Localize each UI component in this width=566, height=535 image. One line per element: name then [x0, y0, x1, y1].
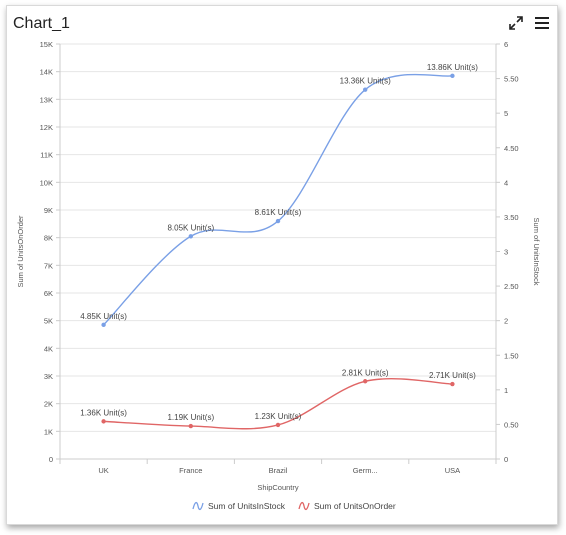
series-line — [103, 378, 453, 430]
data-label: 1.23K Unit(s) — [255, 412, 302, 421]
y-tick-label: 11K — [40, 151, 53, 160]
chart-card: Chart_1 0 1K 2K 3K 4K 5K 6K 7K 8K 9K 10K 11K 12K 13K 1… — [6, 5, 558, 525]
x-tick-label: UK — [98, 466, 108, 475]
y-tick-label: 5K — [44, 317, 53, 326]
y-tick-label: 2K — [44, 400, 53, 409]
data-point — [101, 322, 106, 328]
y2-tick-label: 0.50 — [504, 420, 519, 429]
y-tick-label: 8K — [44, 234, 53, 243]
data-label: 13.36K Unit(s) — [340, 77, 391, 86]
x-tick-label: France — [179, 466, 202, 475]
expand-button[interactable] — [507, 14, 525, 32]
chart-toolbar — [507, 14, 551, 32]
data-point — [275, 422, 281, 428]
data-label: 1.36K Unit(s) — [80, 408, 127, 417]
menu-icon — [535, 17, 549, 29]
data-point — [188, 234, 193, 239]
y2-tick-label: 3.50 — [504, 213, 519, 222]
y2-tick-label: 6 — [504, 40, 508, 49]
data-label: 1.19K Unit(s) — [167, 413, 214, 422]
legend-swatch — [298, 501, 310, 511]
data-point — [363, 379, 368, 384]
y-tick-label: 4K — [44, 344, 53, 353]
y2-tick-label: 1 — [504, 386, 508, 395]
y-tick-label: 9K — [44, 206, 53, 215]
y-tick-label: 7K — [44, 261, 53, 270]
y2-tick-label: 3 — [504, 248, 508, 257]
x-tick-label: USA — [445, 466, 460, 475]
chart-title: Chart_1 — [13, 15, 70, 32]
x-tick-label: Germ... — [353, 466, 378, 475]
y-tick-label: 10K — [40, 178, 53, 187]
data-label: 4.85K Unit(s) — [80, 312, 127, 321]
data-point — [275, 218, 281, 224]
y2-tick-label: 2.50 — [504, 282, 519, 291]
y2-tick-label: 5 — [504, 109, 508, 118]
x-axis-title: ShipCountry — [257, 483, 299, 492]
y-tick-label: 0 — [49, 455, 53, 464]
y-tick-label: 13K — [40, 95, 53, 104]
y2-tick-label: 4 — [504, 178, 508, 187]
chart-plot: 0 1K 2K 3K 4K 5K 6K 7K 8K 9K 10K 11K 12K 13K 14K 15K 0 0.… — [16, 40, 541, 511]
data-point — [363, 87, 368, 92]
data-point — [101, 419, 106, 424]
series-line — [103, 73, 453, 326]
legend-label: Sum of UnitsOnOrder — [314, 501, 396, 511]
y2-tick-label: 2 — [504, 317, 508, 326]
legend-swatch — [192, 501, 204, 511]
y-tick-label: 1K — [44, 427, 53, 436]
data-label: 2.81K Unit(s) — [342, 368, 389, 377]
legend-label: Sum of UnitsInStock — [208, 501, 286, 511]
y2-tick-label: 0 — [504, 455, 508, 464]
data-point — [450, 73, 455, 79]
y-tick-label: 14K — [40, 68, 53, 77]
y-tick-label: 12K — [40, 123, 53, 132]
menu-button[interactable] — [533, 14, 551, 32]
data-label: 2.71K Unit(s) — [429, 371, 476, 380]
y2-axis-title: Sum of UnitsInStock — [532, 218, 541, 286]
y2-tick-label: 1.50 — [504, 351, 519, 360]
x-tick-label: Brazil — [269, 466, 288, 475]
expand-icon — [509, 16, 523, 30]
data-label: 13.86K Unit(s) — [427, 63, 478, 72]
y-tick-label: 6K — [44, 289, 53, 298]
data-label: 8.61K Unit(s) — [255, 208, 302, 217]
data-point — [450, 381, 455, 387]
y2-tick-label: 5.50 — [504, 75, 519, 84]
y2-tick-label: 4.50 — [504, 144, 519, 153]
data-point — [188, 423, 193, 429]
y-tick-label: 3K — [44, 372, 53, 381]
y-axis-title: Sum of UnitsOnOrder — [16, 215, 25, 288]
data-label: 8.05K Unit(s) — [167, 223, 214, 232]
y-tick-label: 15K — [40, 40, 53, 49]
